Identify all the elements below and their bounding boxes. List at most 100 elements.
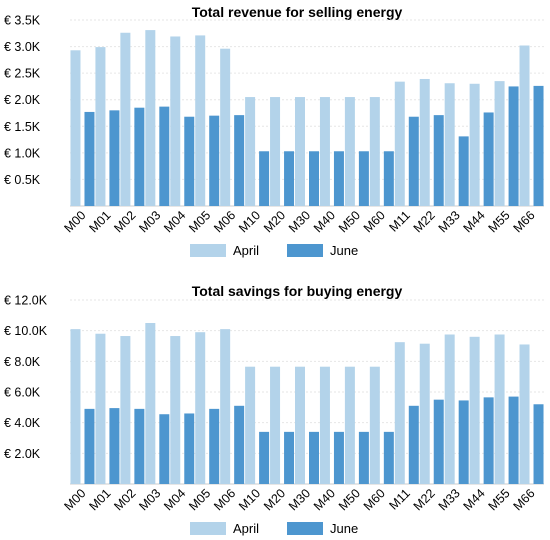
bar-june-m20: [284, 151, 295, 206]
bar-april-m40: [319, 97, 330, 206]
bar-june-m44: [483, 112, 494, 206]
bar-june-m00: [84, 111, 95, 206]
bar-april-m03: [145, 323, 156, 484]
bar-april-m55: [494, 81, 505, 206]
bar-april-m60: [369, 366, 380, 484]
bar-june-m03: [159, 414, 170, 484]
x-tick-label: M33: [436, 208, 463, 235]
bar-june-m50: [358, 431, 369, 484]
bar-april-m02: [120, 336, 131, 484]
y-tick-label: € 8.0K: [4, 355, 41, 369]
x-tick-label: M55: [486, 486, 513, 513]
x-tick-label: M22: [411, 208, 438, 235]
x-tick-label: M50: [336, 208, 363, 235]
y-tick-label: € 2.0K: [4, 447, 41, 461]
x-tick-label: M66: [511, 486, 538, 513]
x-tick-label: M11: [386, 486, 412, 512]
x-tick-label: M40: [311, 208, 338, 235]
bar-june-m06: [234, 115, 245, 206]
y-tick-label: € 2.0K: [4, 93, 41, 107]
x-tick-label: M60: [361, 208, 388, 235]
x-tick-label: M30: [286, 208, 313, 235]
bar-june-m33: [458, 400, 469, 484]
x-tick-label: M05: [186, 486, 213, 513]
x-tick-label: M33: [436, 486, 463, 513]
y-tick-label: € 12.0K: [4, 294, 48, 308]
bar-april-m44: [469, 336, 480, 484]
legend-swatch-april: [190, 522, 226, 535]
bar-april-m66: [519, 45, 530, 206]
x-tick-label: M01: [86, 486, 113, 513]
x-tick-label: M40: [311, 486, 338, 513]
x-tick-label: M10: [236, 208, 263, 235]
bar-april-m05: [195, 332, 206, 484]
x-tick-label: M06: [211, 486, 238, 513]
bar-june-m02: [134, 107, 145, 206]
x-tick-label: M02: [111, 486, 138, 513]
x-tick-label: M20: [261, 208, 288, 235]
x-tick-label: M06: [211, 208, 238, 235]
bar-june-m04: [184, 116, 195, 206]
x-tick-label: M04: [161, 486, 188, 513]
chart-revenue: Total revenue for selling energy € 0.5K €…: [4, 4, 544, 258]
bar-june-m30: [309, 151, 319, 206]
bar-april-m01: [95, 47, 106, 206]
x-tick-label: M60: [361, 486, 388, 513]
bar-april-m03: [145, 30, 156, 207]
bar-june-m40: [333, 151, 344, 206]
bar-june-m02: [134, 408, 145, 484]
bar-june-m55: [508, 86, 519, 206]
bar-june-m55: [508, 396, 519, 484]
x-tick-label: M00: [61, 208, 88, 235]
y-tick-label: € 3.0K: [4, 40, 41, 54]
legend: April June: [190, 243, 358, 258]
y-tick-label: € 4.0K: [4, 416, 41, 430]
bar-june-m04: [184, 413, 195, 484]
bar-june-m05: [209, 408, 220, 484]
x-tick-label: M03: [136, 208, 163, 235]
bar-april-m01: [95, 333, 106, 484]
x-tick-label: M55: [486, 208, 513, 235]
bar-june-m22: [433, 399, 444, 484]
x-tick-label: M00: [61, 486, 88, 513]
legend: April June: [190, 521, 358, 536]
bar-april-m20: [270, 97, 281, 206]
bar-june-m20: [284, 431, 295, 484]
bar-april-m20: [270, 366, 281, 484]
bar-april-m04: [170, 336, 181, 484]
legend-label-april: April: [233, 243, 259, 258]
bar-april-m30: [295, 366, 305, 484]
x-tick-label: M10: [236, 486, 263, 513]
bar-june-m60: [383, 431, 394, 484]
legend-label-june: June: [330, 243, 358, 258]
bar-april-m10: [245, 97, 256, 206]
x-tick-label: M66: [511, 208, 538, 235]
bar-june-m44: [483, 397, 494, 484]
bar-june-m10: [259, 151, 270, 206]
bar-june-m00: [84, 408, 95, 484]
y-tick-label: € 1.5K: [4, 120, 41, 134]
bar-june-m66: [533, 85, 544, 206]
y-tick-label: € 6.0K: [4, 386, 41, 400]
bar-april-m22: [419, 78, 430, 206]
x-tick-label: M50: [336, 486, 363, 513]
bar-april-m50: [344, 366, 355, 484]
bar-april-m22: [419, 343, 430, 484]
bar-april-m66: [519, 344, 530, 484]
bar-april-m00: [70, 329, 81, 484]
bar-april-m00: [70, 50, 81, 206]
bar-june-m03: [159, 106, 170, 206]
bar-april-m40: [319, 366, 330, 484]
bar-april-m05: [195, 35, 206, 206]
bar-june-m10: [259, 431, 270, 484]
y-tick-label: € 1.0K: [4, 146, 41, 160]
x-tick-label: M11: [386, 208, 412, 234]
x-tick-label: M01: [86, 208, 113, 235]
legend-swatch-june: [287, 522, 323, 535]
bar-june-m33: [458, 136, 469, 206]
bar-april-m06: [220, 329, 231, 484]
bar-june-m40: [333, 431, 344, 484]
y-tick-label: € 10.0K: [4, 324, 48, 338]
x-tick-label: M02: [111, 208, 138, 235]
bar-june-m30: [309, 431, 319, 484]
